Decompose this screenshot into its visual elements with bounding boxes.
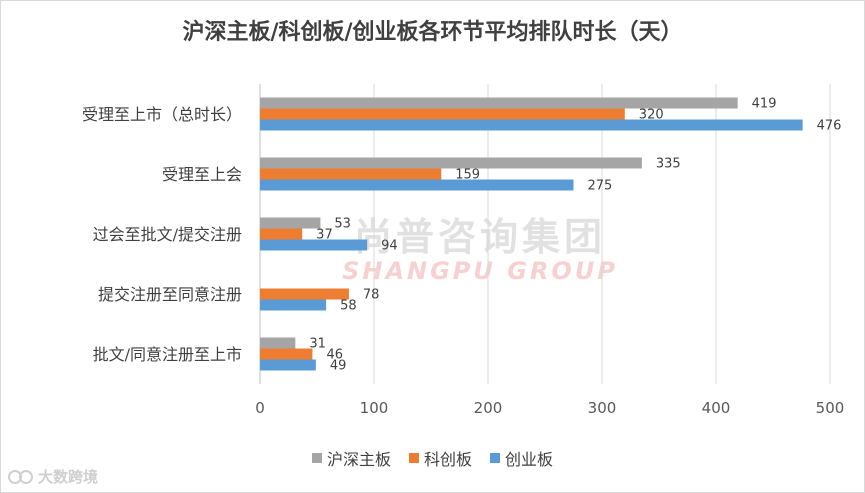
bar [260,348,313,360]
data-label: 94 [381,239,398,254]
legend-swatch [490,453,500,463]
legend-item: 沪深主板 [311,446,391,470]
category-labels: 受理至上市（总时长） 受理至上会过会至批文/提交注册提交注册至同意注册批文/同意注… [82,105,242,364]
data-label: 78 [363,288,380,303]
logo-icon [8,469,33,484]
data-label: 46 [326,348,343,363]
data-label: 419 [752,97,777,112]
x-tick-label: 300 [588,399,617,417]
bar [260,217,321,229]
bar [260,299,327,311]
legend-label: 科创板 [423,450,472,469]
x-tick-label: 400 [702,399,731,417]
x-tick-label: 0 [255,399,265,417]
data-label: 49 [330,359,347,374]
legend-swatch [311,453,322,463]
category-label: 批文/同意注册至上市 [93,345,242,364]
category-label: 受理至上市（总时长） [82,105,242,124]
legend-swatch [408,453,419,463]
bar [260,359,316,371]
bar [260,337,296,349]
data-label: 275 [588,179,613,194]
data-label: 58 [340,299,357,314]
data-label: 320 [639,108,664,123]
legend-item: 科创板 [408,446,472,470]
data-label: 53 [334,217,351,232]
bar [260,157,642,169]
bar [260,228,303,240]
bar [260,288,349,300]
x-tick-labels: 0 100 200 300 400 500 [255,399,844,417]
data-label: 476 [817,119,842,134]
watermark: 尚普咨询集团 SHANGPU GROUP [330,206,630,285]
bar [260,119,803,131]
x-tick-label: 500 [816,399,845,417]
watermark-english: SHANGPU GROUP [342,257,618,285]
data-label: 31 [309,337,326,352]
data-label: 37 [316,228,333,243]
x-tick-label: 200 [474,399,503,417]
category-label: 提交注册至同意注册 [98,285,242,304]
category-label: 受理至上会 [162,165,242,184]
bar [260,97,738,109]
legend-label: 创业板 [505,450,554,469]
bar [260,179,574,191]
category-label: 过会至批文/提交注册 [93,225,242,244]
data-label: 159 [455,168,480,183]
x-tick-label: 100 [360,399,389,417]
chart-title: 沪深主板/科创板/创业板各环节平均排队时长（天） [182,19,683,45]
bars [260,97,803,371]
legend-item: 创业板 [490,446,553,470]
corner-logo: 大数跨境 [8,466,98,487]
bar [260,168,442,180]
watermark-chinese: 尚普咨询集团 [353,215,606,259]
legend: 沪深主板 科创板 创业板 [0,446,865,470]
bar [260,108,625,120]
legend-label: 沪深主板 [326,450,391,469]
corner-logo-text: 大数跨境 [38,468,99,486]
bar [260,239,368,251]
data-label: 335 [656,157,681,172]
